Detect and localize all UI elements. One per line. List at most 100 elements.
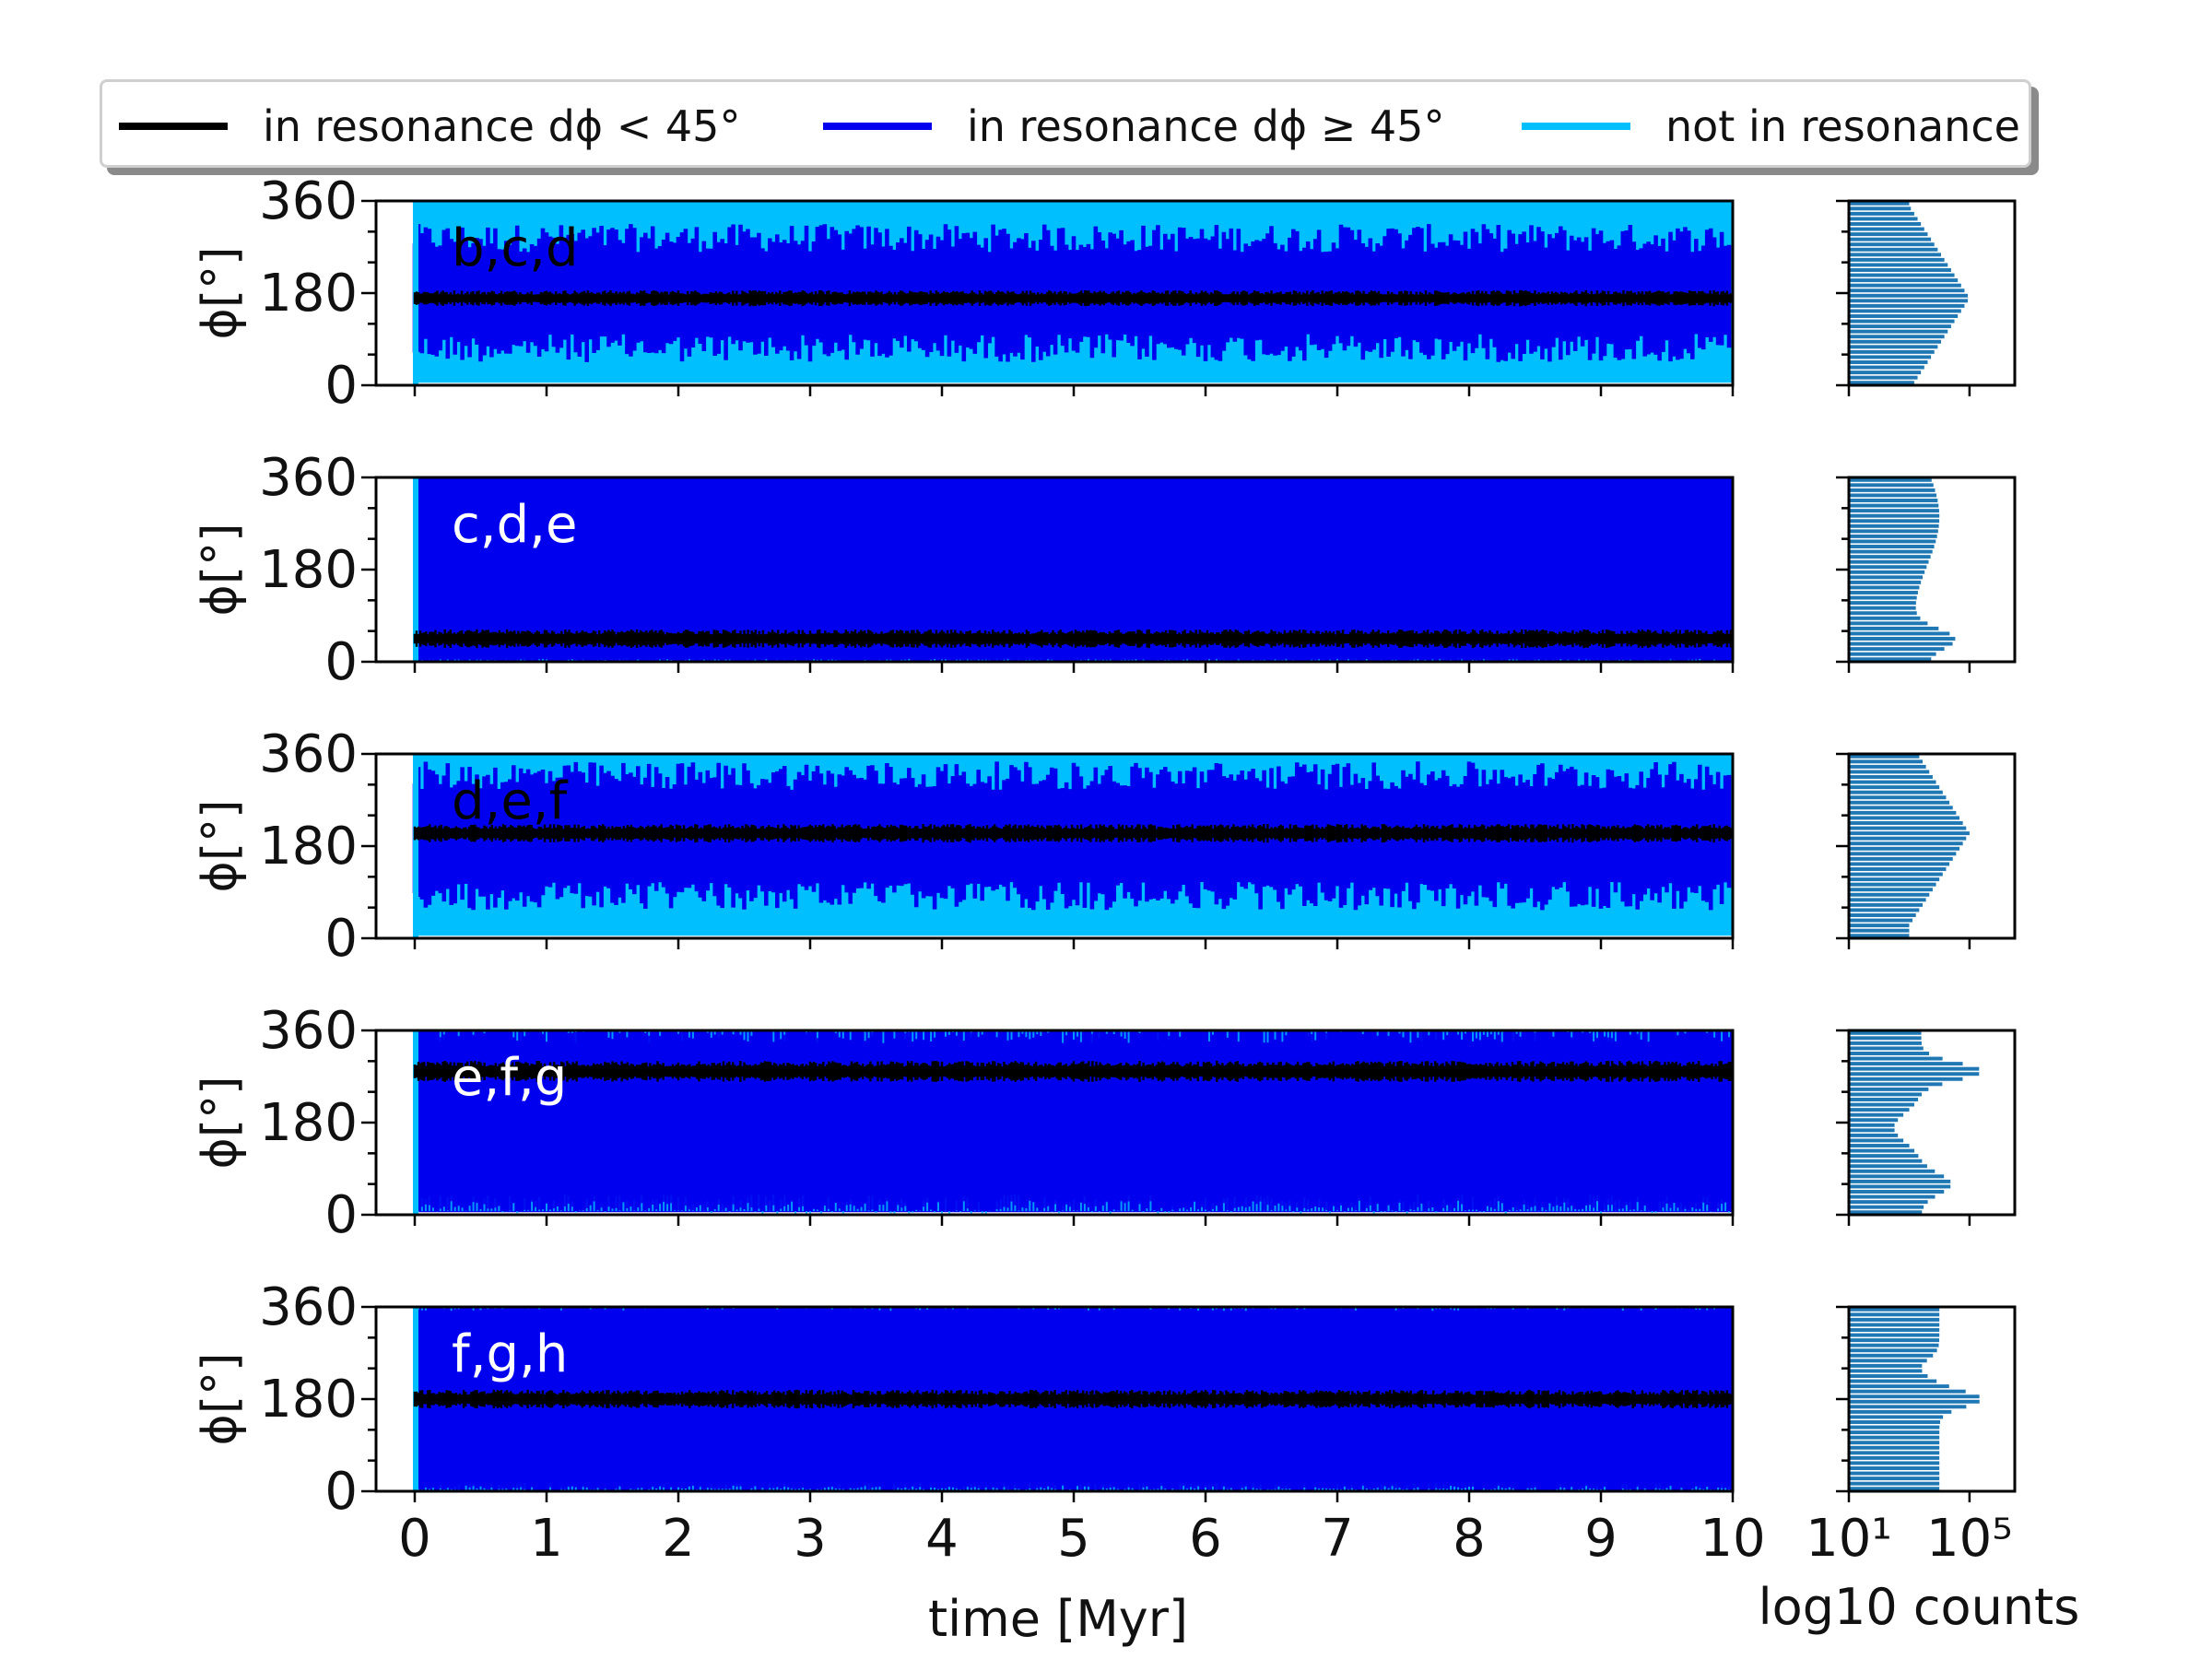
legend-label: in resonance dϕ < 45° xyxy=(263,101,741,151)
y-axis-label: ϕ[°] xyxy=(193,1077,248,1170)
y-axis-label: ϕ[°] xyxy=(193,247,248,340)
histogram-bar xyxy=(1849,1169,1936,1173)
y-tick-label: 360 xyxy=(259,1277,358,1337)
histogram-bar xyxy=(1849,349,1935,354)
y-tick-label: 360 xyxy=(259,448,358,508)
histogram-bar xyxy=(1849,580,1922,584)
histogram-bar xyxy=(1849,1348,1937,1353)
histogram-bar xyxy=(1849,1072,1980,1077)
histogram-bar xyxy=(1849,1205,1924,1209)
histogram-bar xyxy=(1849,1353,1934,1358)
histogram-bar xyxy=(1849,1062,1963,1066)
histogram-bar xyxy=(1849,631,1950,636)
histogram-bar xyxy=(1849,1194,1936,1199)
series-in-resonance-small xyxy=(413,1389,1733,1409)
histogram-bar xyxy=(1849,892,1930,897)
y-tick-label: 0 xyxy=(324,1462,358,1522)
series-in-resonance-small xyxy=(413,824,1733,843)
histogram-bar xyxy=(1849,1077,1963,1081)
histogram-bar xyxy=(1849,1133,1899,1137)
histogram-bar xyxy=(1849,335,1945,339)
histogram-bar xyxy=(1849,1405,1967,1409)
histogram-bar xyxy=(1849,524,1939,528)
histogram-bar xyxy=(1849,503,1939,508)
histogram-bar xyxy=(1849,1102,1914,1107)
series-in-resonance-small xyxy=(413,629,1733,649)
y-tick-label: 180 xyxy=(259,1093,358,1153)
histogram-bar xyxy=(1849,1425,1940,1430)
histogram-bar xyxy=(1849,1409,1952,1414)
histogram-bar xyxy=(1849,764,1926,769)
x-tick-label: 0 xyxy=(398,1509,431,1569)
histogram-bar xyxy=(1849,534,1937,538)
histogram-bar xyxy=(1849,775,1933,779)
histogram-bar xyxy=(1849,852,1957,856)
histogram-bar xyxy=(1849,483,1934,488)
histogram-bar xyxy=(1849,237,1932,241)
histogram-bar xyxy=(1849,872,1943,877)
histogram-bar xyxy=(1849,637,1956,641)
histogram-bar xyxy=(1849,1451,1940,1455)
histogram-bar xyxy=(1849,1164,1927,1169)
panel-data xyxy=(412,201,1733,385)
histogram-bar xyxy=(1849,1333,1940,1337)
y-tick-label: 360 xyxy=(259,724,358,784)
y-tick-label: 180 xyxy=(259,1370,358,1430)
series-in-resonance-small xyxy=(413,289,1733,307)
y-axis-label: ϕ[°] xyxy=(193,524,248,617)
histogram-bar xyxy=(1849,898,1926,902)
histogram-bar xyxy=(1849,810,1957,815)
x-tick-label: 6 xyxy=(1189,1509,1222,1569)
panel-data xyxy=(413,1307,1733,1491)
histogram-bar xyxy=(1849,559,1929,564)
y-tick-label: 180 xyxy=(259,817,358,877)
histogram-bar xyxy=(1849,283,1961,288)
histogram-bar xyxy=(1849,795,1947,800)
legend-swatch-cyan xyxy=(1522,123,1630,130)
histogram-bar xyxy=(1849,882,1936,887)
histogram-bar xyxy=(1849,1389,1966,1394)
histogram-bar xyxy=(1849,319,1955,324)
panel-data xyxy=(412,754,1733,938)
histogram-bar xyxy=(1849,314,1959,318)
histogram-bar xyxy=(1849,856,1953,861)
histogram-bar xyxy=(1849,647,1945,652)
histogram-bar xyxy=(1849,1210,1923,1215)
legend-entry-in-resonance-large: in resonance dϕ ≥ 45° xyxy=(823,82,1444,171)
y-tick-label: 360 xyxy=(259,1001,358,1061)
histogram-bar xyxy=(1849,575,1924,580)
panel-data xyxy=(413,1030,1733,1215)
histogram-bar xyxy=(1849,303,1965,308)
y-tick-label: 0 xyxy=(324,356,358,416)
histogram-bar xyxy=(1849,816,1959,820)
histogram-bar xyxy=(1849,539,1936,544)
histogram-bar xyxy=(1849,1148,1915,1153)
histogram-bar xyxy=(1849,1184,1951,1189)
histogram-bar xyxy=(1849,908,1920,912)
histogram-bar xyxy=(1849,888,1933,892)
histogram-bar xyxy=(1849,227,1924,231)
histogram-bar xyxy=(1849,211,1914,216)
x-tick-label: 9 xyxy=(1584,1509,1618,1569)
histogram-bar xyxy=(1849,862,1950,866)
histogram-bar xyxy=(1849,253,1941,257)
histogram-bar xyxy=(1849,1312,1940,1317)
legend-label: not in resonance xyxy=(1665,101,2020,151)
histogram-bar xyxy=(1849,293,1969,298)
histogram-bar xyxy=(1849,877,1940,882)
panel-label: d,e,f xyxy=(452,771,569,831)
histogram-bar xyxy=(1849,529,1938,534)
histogram-bar xyxy=(1849,242,1935,247)
histogram-bar xyxy=(1849,1046,1924,1051)
histogram xyxy=(1836,199,2017,396)
histogram-bar xyxy=(1849,1112,1904,1117)
histogram-bar xyxy=(1849,759,1923,764)
histogram-bar xyxy=(1849,1466,1940,1470)
histogram-bar xyxy=(1849,1138,1904,1143)
histogram-bar xyxy=(1849,806,1953,810)
histogram-bar xyxy=(1849,201,1910,206)
histogram: 10¹ 10⁵ xyxy=(1806,1305,2017,1569)
